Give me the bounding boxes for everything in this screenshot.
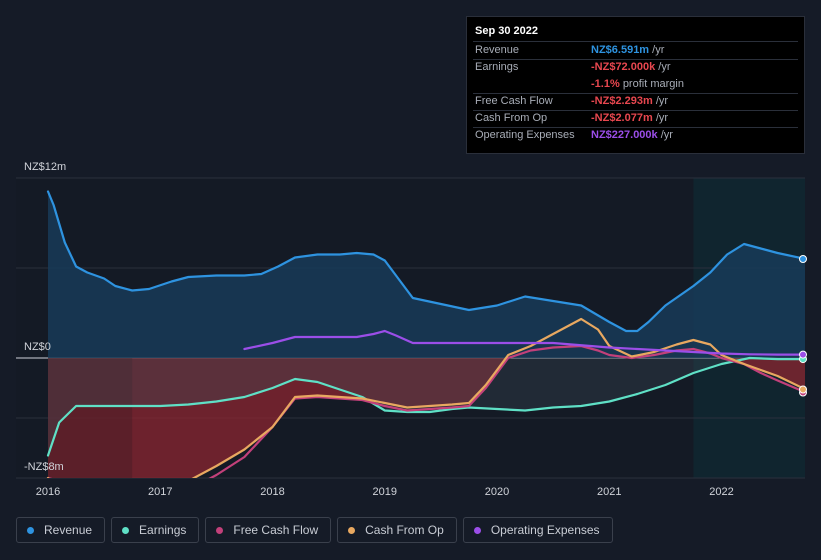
chart-lines [46, 190, 805, 478]
chart-end-markers [799, 255, 807, 397]
tooltip-unit: /yr [652, 44, 665, 56]
free-cash-flow-line [46, 344, 805, 478]
tooltip-row: Free Cash Flow -NZ$2.293m /yr [467, 93, 806, 110]
operating-expenses-end-marker [799, 350, 807, 359]
legend-label: Earnings [139, 523, 187, 537]
tooltip-unit: profit margin [622, 78, 684, 90]
tooltip-value: NZ$227.000k /yr [591, 129, 673, 141]
y-axis-label: -NZ$8m [24, 461, 64, 473]
revenue-area [48, 191, 805, 358]
revenue-line [46, 190, 805, 333]
tooltip-unit: /yr [655, 95, 669, 107]
x-axis-label: 2020 [485, 486, 509, 498]
revenue-end-marker [799, 255, 807, 263]
early-period-shade [48, 358, 133, 478]
tooltip-row: Earnings -NZ$72.000k /yr [467, 59, 806, 76]
x-axis-label: 2017 [148, 486, 172, 498]
legend-cash-from-op[interactable]: Cash From Op [337, 517, 457, 543]
chart-legend: Revenue Earnings Free Cash Flow Cash From O… [16, 517, 613, 545]
legend-operating-expenses[interactable]: Operating Expenses [462, 517, 613, 543]
legend-dot-icon [473, 526, 481, 534]
tooltip-row: Operating Expenses NZ$227.000k /yr [467, 127, 806, 144]
tooltip-divider [473, 127, 798, 128]
chart-fills [48, 191, 805, 478]
legend-label: Free Cash Flow [233, 523, 319, 537]
x-axis-label: 2016 [36, 486, 60, 498]
tooltip-label: Cash From Op [475, 112, 548, 124]
tooltip-value: -1.1% profit margin [591, 78, 684, 90]
tooltip-value: NZ$6.591m /yr [591, 44, 665, 56]
tooltip-row: Revenue NZ$6.591m /yr [467, 42, 806, 59]
tooltip-divider [473, 59, 798, 60]
tooltip-row: Cash From Op -NZ$2.077m /yr [467, 110, 806, 127]
tooltip-row: -1.1% profit margin [467, 76, 806, 93]
tooltip-value: -NZ$2.077m /yr [591, 112, 669, 124]
legend-dot-icon [348, 526, 356, 534]
tooltip-label: Operating Expenses [475, 129, 575, 141]
y-axis-label: NZ$12m [24, 161, 66, 173]
tooltip-value: -NZ$2.293m /yr [591, 95, 669, 107]
cash-from-op-line [46, 317, 805, 478]
x-axis-label: 2018 [260, 486, 284, 498]
legend-free-cash-flow[interactable]: Free Cash Flow [205, 517, 332, 543]
legend-revenue[interactable]: Revenue [16, 517, 106, 543]
tooltip-unit: /yr [658, 61, 671, 73]
cash-from-op-end-marker [799, 385, 807, 394]
tooltip-label: Free Cash Flow [475, 95, 553, 107]
legend-dot-icon [122, 526, 130, 534]
legend-dot-icon [216, 526, 224, 534]
legend-dot-icon [27, 526, 34, 534]
y-axis-label: NZ$0 [24, 341, 51, 353]
tooltip-label: Revenue [475, 44, 520, 56]
tooltip-unit: /yr [660, 129, 673, 141]
operating-expenses-line [243, 329, 805, 356]
legend-label: Revenue [44, 523, 93, 537]
x-axis-label: 2022 [709, 486, 733, 498]
legend-label: Operating Expenses [490, 523, 600, 537]
earnings-line [46, 356, 805, 457]
fill-group [48, 191, 805, 478]
x-axis-label: 2021 [597, 486, 621, 498]
tooltip-label: Earnings [475, 61, 519, 73]
tooltip-panel: Sep 30 2022 Revenue NZ$6.591m /yr Earnings… [466, 16, 805, 154]
legend-label: Cash From Op [365, 523, 444, 537]
line-group [46, 190, 805, 478]
legend-earnings[interactable]: Earnings [111, 517, 200, 543]
cash-flow-negative-area [48, 358, 805, 478]
tooltip-date: Sep 30 2022 [475, 25, 538, 37]
tooltip-divider [473, 110, 798, 111]
tooltip-value: -NZ$72.000k /yr [591, 61, 671, 73]
tooltip-divider [473, 41, 798, 42]
tooltip-unit: /yr [655, 112, 669, 124]
tooltip-divider [473, 93, 798, 94]
x-axis-label: 2019 [373, 486, 397, 498]
x-axis-labels: 2016 2017 2018 2019 2020 2021 2022 [36, 486, 734, 498]
y-axis-labels: NZ$12m NZ$0 -NZ$8m [24, 161, 66, 473]
